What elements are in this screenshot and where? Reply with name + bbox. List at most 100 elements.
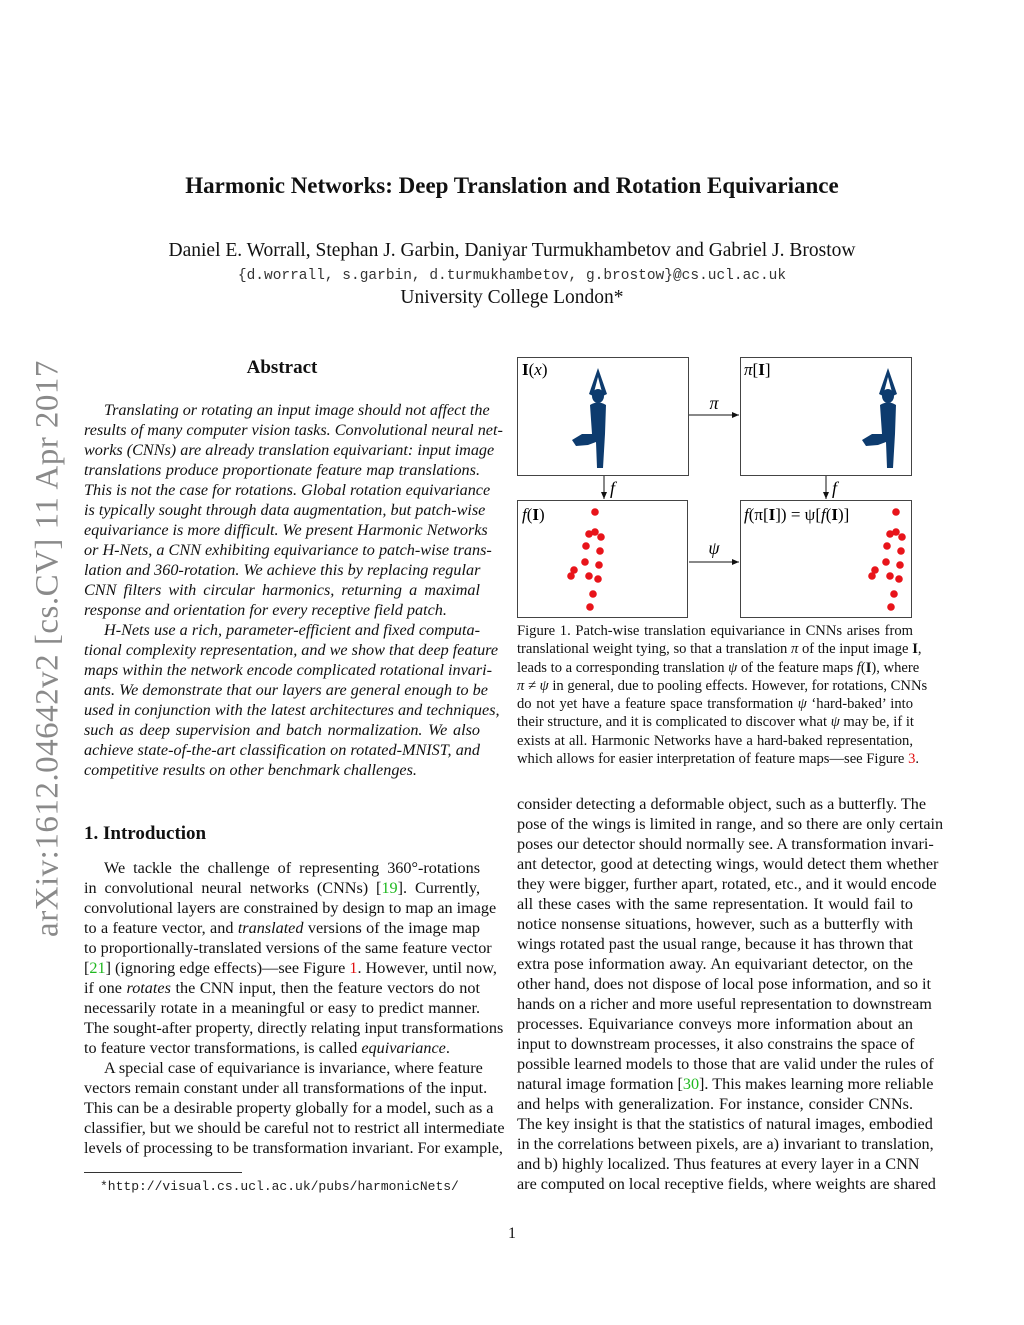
text-line: notice nonsense situations, however, suc… <box>517 915 913 933</box>
text-segment: ψ <box>797 696 807 713</box>
text-line: all these cases with the same representa… <box>517 895 913 913</box>
text-line: [21] (ignoring edge effects)—see Figure … <box>84 958 497 978</box>
text-segment: translated <box>237 919 304 937</box>
text-line: necessarily rotate in a meaningful or ea… <box>84 999 480 1017</box>
feature-dot <box>570 566 578 574</box>
feature-dot <box>897 547 905 555</box>
text-line: levels of processing to be transformatio… <box>84 1139 503 1157</box>
text-line: The sought-after property, directly rela… <box>84 1019 504 1037</box>
feature-dots-translated <box>868 508 906 611</box>
label-segment: f <box>522 505 529 524</box>
feature-dot <box>892 508 900 516</box>
introduction-body-continued: consider detecting a deformable object, … <box>517 794 943 1194</box>
text-segment: [ <box>84 959 90 977</box>
text-line: Translating or rotating an input image s… <box>104 401 490 419</box>
label-segment: I <box>769 505 776 524</box>
text-line: We tackle the challenge of representing … <box>104 859 480 877</box>
feature-dot <box>890 590 898 598</box>
arrow-label-f-right: f <box>832 478 840 498</box>
feature-dots <box>567 508 605 611</box>
text-segment: equivariance <box>361 1039 446 1057</box>
abstract-body: Translating or rotating an input image s… <box>84 400 503 780</box>
text-line: classifier, but we should be careful not… <box>84 1119 505 1137</box>
label-segment: ( <box>529 360 535 379</box>
text-line: This can be a desirable property globall… <box>84 1099 494 1117</box>
figure-ref-link[interactable]: 3 <box>908 751 916 768</box>
feature-dot <box>585 572 593 580</box>
text-line: leads to a corresponding translation ψ o… <box>517 659 919 677</box>
text-line: are computed on local receptive fields, … <box>517 1175 936 1193</box>
arrow-label-f-left: f <box>610 478 618 498</box>
text-line: they were bigger, further apart, rotated… <box>517 875 937 893</box>
silhouette-part <box>572 402 606 468</box>
paragraph: We tackle the challenge of representing … <box>84 858 504 1058</box>
feature-dot <box>895 575 903 583</box>
text-line: results of many computer vision tasks. C… <box>84 421 503 439</box>
text-line: used in conjunction with the latest arch… <box>84 701 500 719</box>
feature-dot <box>882 558 890 566</box>
citation-link[interactable]: 19 <box>381 879 398 897</box>
text-segment: . <box>445 1039 450 1057</box>
text-line: vectors remain constant under all transf… <box>84 1079 488 1097</box>
text-line: translational weight tying, so that a tr… <box>517 640 922 658</box>
introduction-body: We tackle the challenge of representing … <box>84 858 505 1158</box>
label-segment: I <box>532 505 539 524</box>
text-line: convolutional layers are constrained by … <box>84 899 497 917</box>
feature-dot <box>887 603 895 611</box>
label-segment: )] <box>838 505 849 524</box>
feature-dot <box>594 575 602 583</box>
figure-1: π ψ f f I(x) π[I] f(I) f(π[I]) = ψ[f(I)] <box>517 357 912 618</box>
citation-link[interactable]: 21 <box>89 959 106 977</box>
text-segment: ψ <box>728 659 738 676</box>
text-line: and helps with generalization. For insta… <box>517 1095 913 1113</box>
text-line: input to downstream processes, it also c… <box>517 1035 915 1053</box>
paper-title: Harmonic Networks: Deep Translation and … <box>185 173 839 198</box>
text-segment: leads to a corresponding translation <box>517 659 729 676</box>
feature-dot <box>582 542 590 550</box>
text-segment: ), where <box>871 659 920 676</box>
text-line: CNN filters with circular harmonics, ret… <box>84 581 480 599</box>
feature-dot <box>596 547 604 555</box>
feature-dot <box>886 572 894 580</box>
author-list: Daniel E. Worrall, Stephan J. Garbin, Da… <box>168 240 856 261</box>
citation-link[interactable]: 30 <box>682 1075 700 1093</box>
text-segment: which allows for easier interpretation o… <box>517 751 909 768</box>
arrow-label-pi: π <box>709 393 719 413</box>
footnote-rule <box>84 1172 242 1173</box>
text-line: to a feature vector, and translated vers… <box>84 918 480 938</box>
text-segment: ( <box>860 659 866 676</box>
feature-dot <box>871 566 879 574</box>
paragraph: H-Nets use a rich, parameter-efficient a… <box>84 620 500 780</box>
text-line: competitive results on other benchmark c… <box>84 761 417 779</box>
text-segment: f <box>856 659 861 676</box>
text-segment: translational weight tying, so that a tr… <box>517 641 791 658</box>
panel-input-image <box>517 357 689 476</box>
feature-dot <box>883 542 891 550</box>
label-segment: [ <box>753 360 759 379</box>
text-line: ant detector, good at detecting wings, w… <box>517 855 939 873</box>
silhouette-part <box>879 368 897 396</box>
text-segment: to a feature vector, and <box>84 919 238 937</box>
silhouette-part <box>862 402 896 468</box>
affiliation: University College London* <box>400 287 624 308</box>
feature-dot <box>591 528 599 536</box>
text-segment: ] (ignoring edge effects)—see Figure <box>105 959 350 977</box>
text-segment: of the input image <box>798 641 913 658</box>
text-line: maps within the network encode complicat… <box>84 661 493 679</box>
text-line: wings rotated past the usual range, beca… <box>517 935 914 953</box>
label-segment: ( <box>527 505 533 524</box>
feature-dot <box>597 533 605 541</box>
text-line: Figure 1. Patch-wise translation equivar… <box>517 623 913 639</box>
text-segment: the CNN input, then the feature vectors … <box>170 979 480 997</box>
text-segment: π <box>790 641 799 658</box>
label-segment: ] <box>765 360 771 379</box>
yoga-silhouette-translated-icon <box>862 368 897 468</box>
text-line: if one rotates the CNN input, then the f… <box>84 978 480 998</box>
text-line: This is not the case for rotations. Glob… <box>84 481 491 499</box>
label-segment: f <box>821 505 828 524</box>
label-segment: ) <box>539 505 545 524</box>
figure-ref-link[interactable]: 1 <box>349 959 358 977</box>
panel-label-features: f(I) <box>522 505 545 524</box>
abstract-heading: Abstract <box>246 357 318 378</box>
feature-dot <box>585 530 593 538</box>
